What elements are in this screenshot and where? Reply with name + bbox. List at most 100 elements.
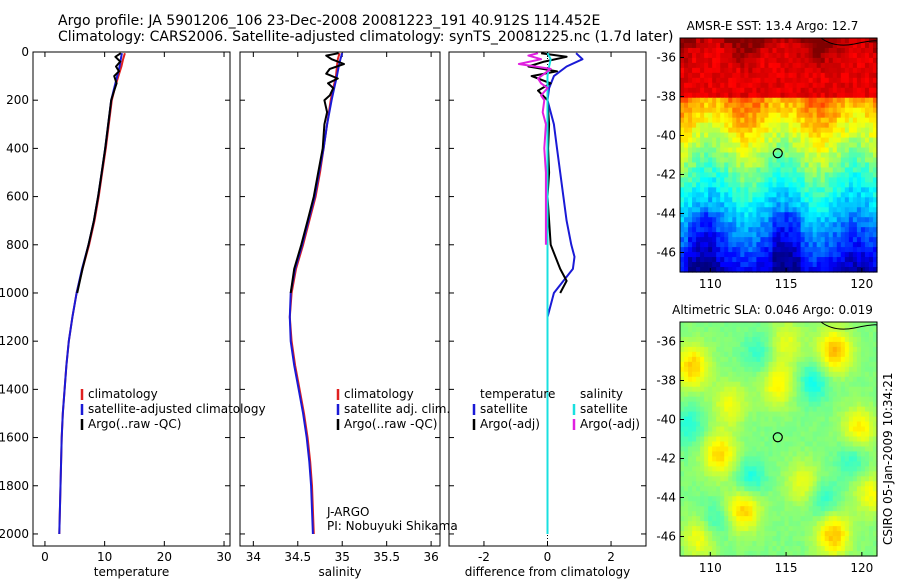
map-cell (760, 97, 766, 104)
map-cell (688, 127, 693, 134)
map-cell (804, 182, 810, 188)
y-tick-label: 400 (6, 141, 29, 155)
map-cell (688, 152, 693, 159)
map-cell (716, 356, 721, 363)
map-cell (776, 481, 782, 487)
map-cell (712, 366, 717, 373)
map-cell (872, 386, 878, 393)
map-cell (804, 336, 810, 343)
map-cell (856, 516, 862, 522)
map-cell (788, 506, 794, 512)
map-x-tick-label: 120 (850, 277, 873, 291)
map-cell (816, 551, 822, 557)
map-cell (784, 117, 790, 124)
map-cell (752, 102, 757, 109)
map-cell (736, 217, 741, 223)
map-cell (836, 481, 842, 487)
map-cell (712, 197, 717, 203)
map-cell (816, 67, 822, 74)
map-cell (696, 222, 701, 228)
map-cell (708, 47, 713, 54)
map-cell (760, 341, 766, 348)
map-cell (784, 242, 790, 248)
map-cell (836, 371, 842, 378)
map-cell (688, 491, 693, 497)
map-cell (704, 127, 709, 134)
map-cell (864, 67, 870, 74)
map-cell (808, 132, 814, 139)
map-cell (860, 122, 866, 129)
map-cell (860, 531, 866, 537)
map-cell (828, 366, 834, 373)
map-cell (844, 451, 850, 458)
map-cell (776, 197, 782, 203)
map-cell (688, 381, 693, 388)
map-cell (868, 551, 874, 557)
map-cell (704, 331, 709, 338)
map-cell (720, 481, 725, 487)
map-cell (740, 107, 745, 114)
map-cell (724, 341, 729, 348)
map-cell (784, 112, 790, 119)
map-cell (816, 157, 822, 164)
map-cell (740, 147, 745, 154)
map-cell (776, 127, 782, 134)
map-cell (800, 446, 806, 453)
map-cell (716, 197, 721, 203)
map-cell (868, 516, 874, 522)
map-cell (716, 222, 721, 228)
map-cell (844, 157, 850, 164)
map-cell (804, 127, 810, 134)
map-cell (768, 122, 774, 129)
map-cell (708, 481, 713, 487)
map-cell (728, 57, 733, 64)
map-cell (872, 541, 878, 547)
map-cell (748, 416, 753, 423)
map-cell (780, 257, 786, 263)
map-cell (680, 406, 685, 413)
map-cell (864, 391, 870, 398)
map-cell (716, 456, 721, 463)
map-cell (768, 227, 774, 233)
map-cell (760, 481, 766, 487)
map-cell (852, 451, 858, 458)
map-cell (752, 187, 757, 193)
map-cell (740, 102, 745, 109)
map-cell (844, 172, 850, 179)
map-cell (852, 157, 858, 164)
map-cell (700, 167, 705, 174)
map-cell (712, 102, 717, 109)
map-cell (684, 411, 689, 418)
map-cell (732, 87, 737, 94)
map-cell (788, 102, 794, 109)
map-cell (836, 137, 842, 144)
map-cell (824, 82, 830, 89)
map-cell (720, 152, 725, 159)
map-cell (784, 441, 790, 448)
map-cell (784, 451, 790, 458)
map-cell (728, 346, 733, 353)
map-cell (856, 491, 862, 497)
map-cell (808, 162, 814, 169)
map-cell (704, 441, 709, 448)
map-cell (760, 401, 766, 408)
map-cell (760, 506, 766, 512)
map-cell (812, 371, 818, 378)
map-cell (720, 371, 725, 378)
map-cell (692, 551, 697, 557)
map-cell (856, 361, 862, 368)
map-cell (872, 162, 878, 169)
map-cell (780, 167, 786, 174)
map-cell (872, 147, 878, 154)
map-cell (820, 202, 826, 208)
map-cell (720, 232, 725, 238)
map-cell (856, 336, 862, 343)
map-cell (788, 38, 794, 44)
map-cell (836, 177, 842, 183)
map-cell (700, 157, 705, 164)
map-cell (804, 536, 810, 542)
map-cell (692, 257, 697, 263)
map-cell (708, 341, 713, 348)
map-cell (804, 82, 810, 89)
map-cell (844, 187, 850, 193)
